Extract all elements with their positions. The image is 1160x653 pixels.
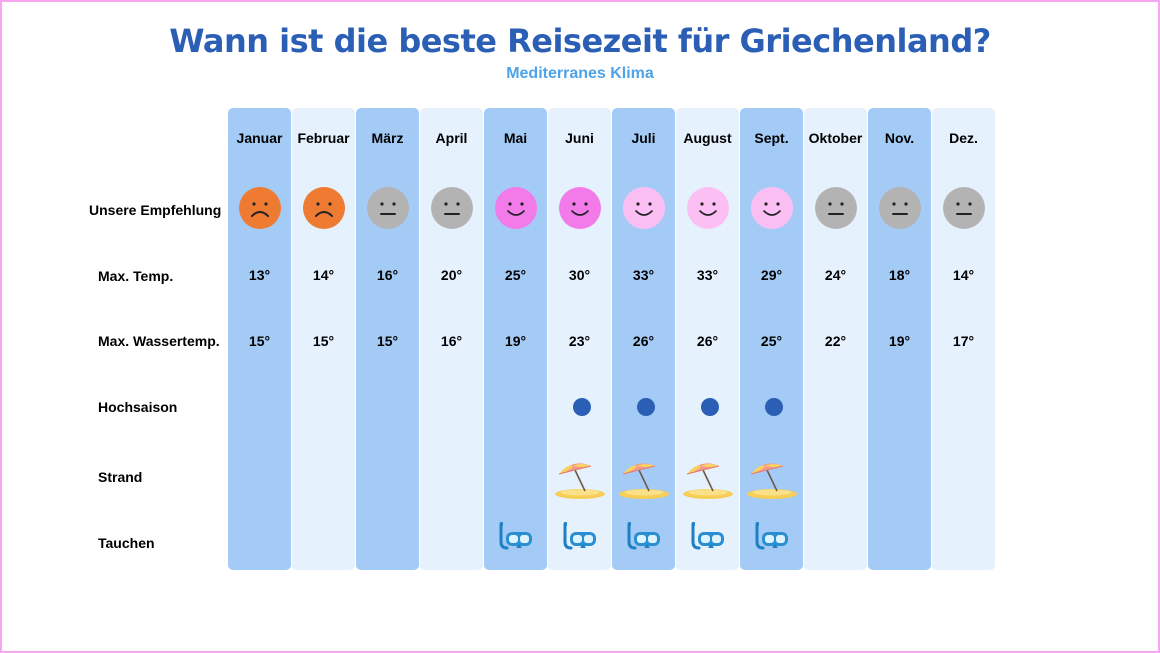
max-temp-cell: 14°	[312, 267, 335, 283]
max-temp-cell: 25°	[504, 267, 527, 283]
max-temp-cell: 18°	[888, 267, 911, 283]
diving-mask-icon	[497, 520, 535, 554]
recommendation-face-icon	[942, 187, 985, 229]
beach-umbrella-icon	[617, 460, 671, 500]
diving-mask-icon	[625, 520, 663, 554]
month-header: Juni	[565, 130, 594, 146]
month-header: Juli	[631, 130, 656, 146]
recommendation-face-icon	[814, 187, 857, 229]
month-column	[292, 108, 355, 570]
row-label-hochsaison: Hochsaison	[98, 399, 178, 415]
max-temp-cell: 24°	[824, 267, 847, 283]
max-temp-cell: 20°	[440, 267, 463, 283]
recommendation-face-icon	[622, 187, 665, 229]
max-wassertemp-cell: 16°	[440, 333, 463, 349]
max-wassertemp-cell: 15°	[312, 333, 335, 349]
recommendation-face-icon	[750, 187, 793, 229]
month-header: Februar	[297, 130, 350, 146]
max-wassertemp-cell: 17°	[952, 333, 975, 349]
month-header: April	[435, 130, 468, 146]
month-header: Oktober	[808, 130, 863, 146]
max-temp-cell: 16°	[376, 267, 399, 283]
max-temp-cell: 14°	[952, 267, 975, 283]
max-temp-cell: 13°	[248, 267, 271, 283]
max-wassertemp-cell: 22°	[824, 333, 847, 349]
row-label-tauchen: Tauchen	[98, 535, 155, 551]
page-title: Wann ist die beste Reisezeit für Grieche…	[169, 22, 991, 60]
diving-mask-icon	[561, 520, 599, 554]
recommendation-face-icon	[366, 187, 409, 229]
month-header: August	[683, 130, 732, 146]
diving-mask-icon	[689, 520, 727, 554]
max-wassertemp-cell: 26°	[696, 333, 719, 349]
beach-umbrella-icon	[681, 460, 735, 500]
hochsaison-dot-icon	[764, 398, 783, 416]
month-column	[356, 108, 419, 570]
month-column	[420, 108, 483, 570]
month-header: Nov.	[884, 130, 915, 146]
page-subtitle: Mediterranes Klima	[506, 65, 654, 82]
hochsaison-dot-icon	[636, 398, 655, 416]
row-label-wassertemp: Max. Wassertemp.	[98, 333, 220, 349]
diving-mask-icon	[753, 520, 791, 554]
month-column	[932, 108, 995, 570]
recommendation-face-icon	[430, 187, 473, 229]
max-temp-cell: 33°	[632, 267, 655, 283]
max-wassertemp-cell: 15°	[376, 333, 399, 349]
row-label-max-temp: Max. Temp.	[98, 268, 174, 284]
month-column	[228, 108, 291, 570]
max-temp-cell: 30°	[568, 267, 591, 283]
recommendation-face-icon	[238, 187, 281, 229]
recommendation-face-icon	[686, 187, 729, 229]
month-column	[484, 108, 547, 570]
month-header: Januar	[236, 130, 283, 146]
hochsaison-dot-icon	[700, 398, 719, 416]
month-header: Mai	[503, 130, 528, 146]
beach-umbrella-icon	[553, 460, 607, 500]
hochsaison-dot-icon	[572, 398, 591, 416]
max-wassertemp-cell: 23°	[568, 333, 591, 349]
row-label-strand: Strand	[98, 469, 143, 485]
max-wassertemp-cell: 15°	[248, 333, 271, 349]
recommendation-face-icon	[494, 187, 537, 229]
max-wassertemp-cell: 25°	[760, 333, 783, 349]
recommendation-face-icon	[878, 187, 921, 229]
month-column	[868, 108, 931, 570]
max-temp-cell: 29°	[760, 267, 783, 283]
row-label-empfehlung: Unsere Empfehlung	[89, 202, 222, 218]
month-header: Sept.	[754, 130, 789, 146]
max-temp-cell: 33°	[696, 267, 719, 283]
month-column	[804, 108, 867, 570]
month-header: Dez.	[949, 130, 978, 146]
beach-umbrella-icon	[745, 460, 799, 500]
max-wassertemp-cell: 19°	[504, 333, 527, 349]
recommendation-face-icon	[302, 187, 345, 229]
recommendation-face-icon	[558, 187, 601, 229]
max-wassertemp-cell: 26°	[632, 333, 655, 349]
max-wassertemp-cell: 19°	[888, 333, 911, 349]
month-header: März	[371, 130, 404, 146]
